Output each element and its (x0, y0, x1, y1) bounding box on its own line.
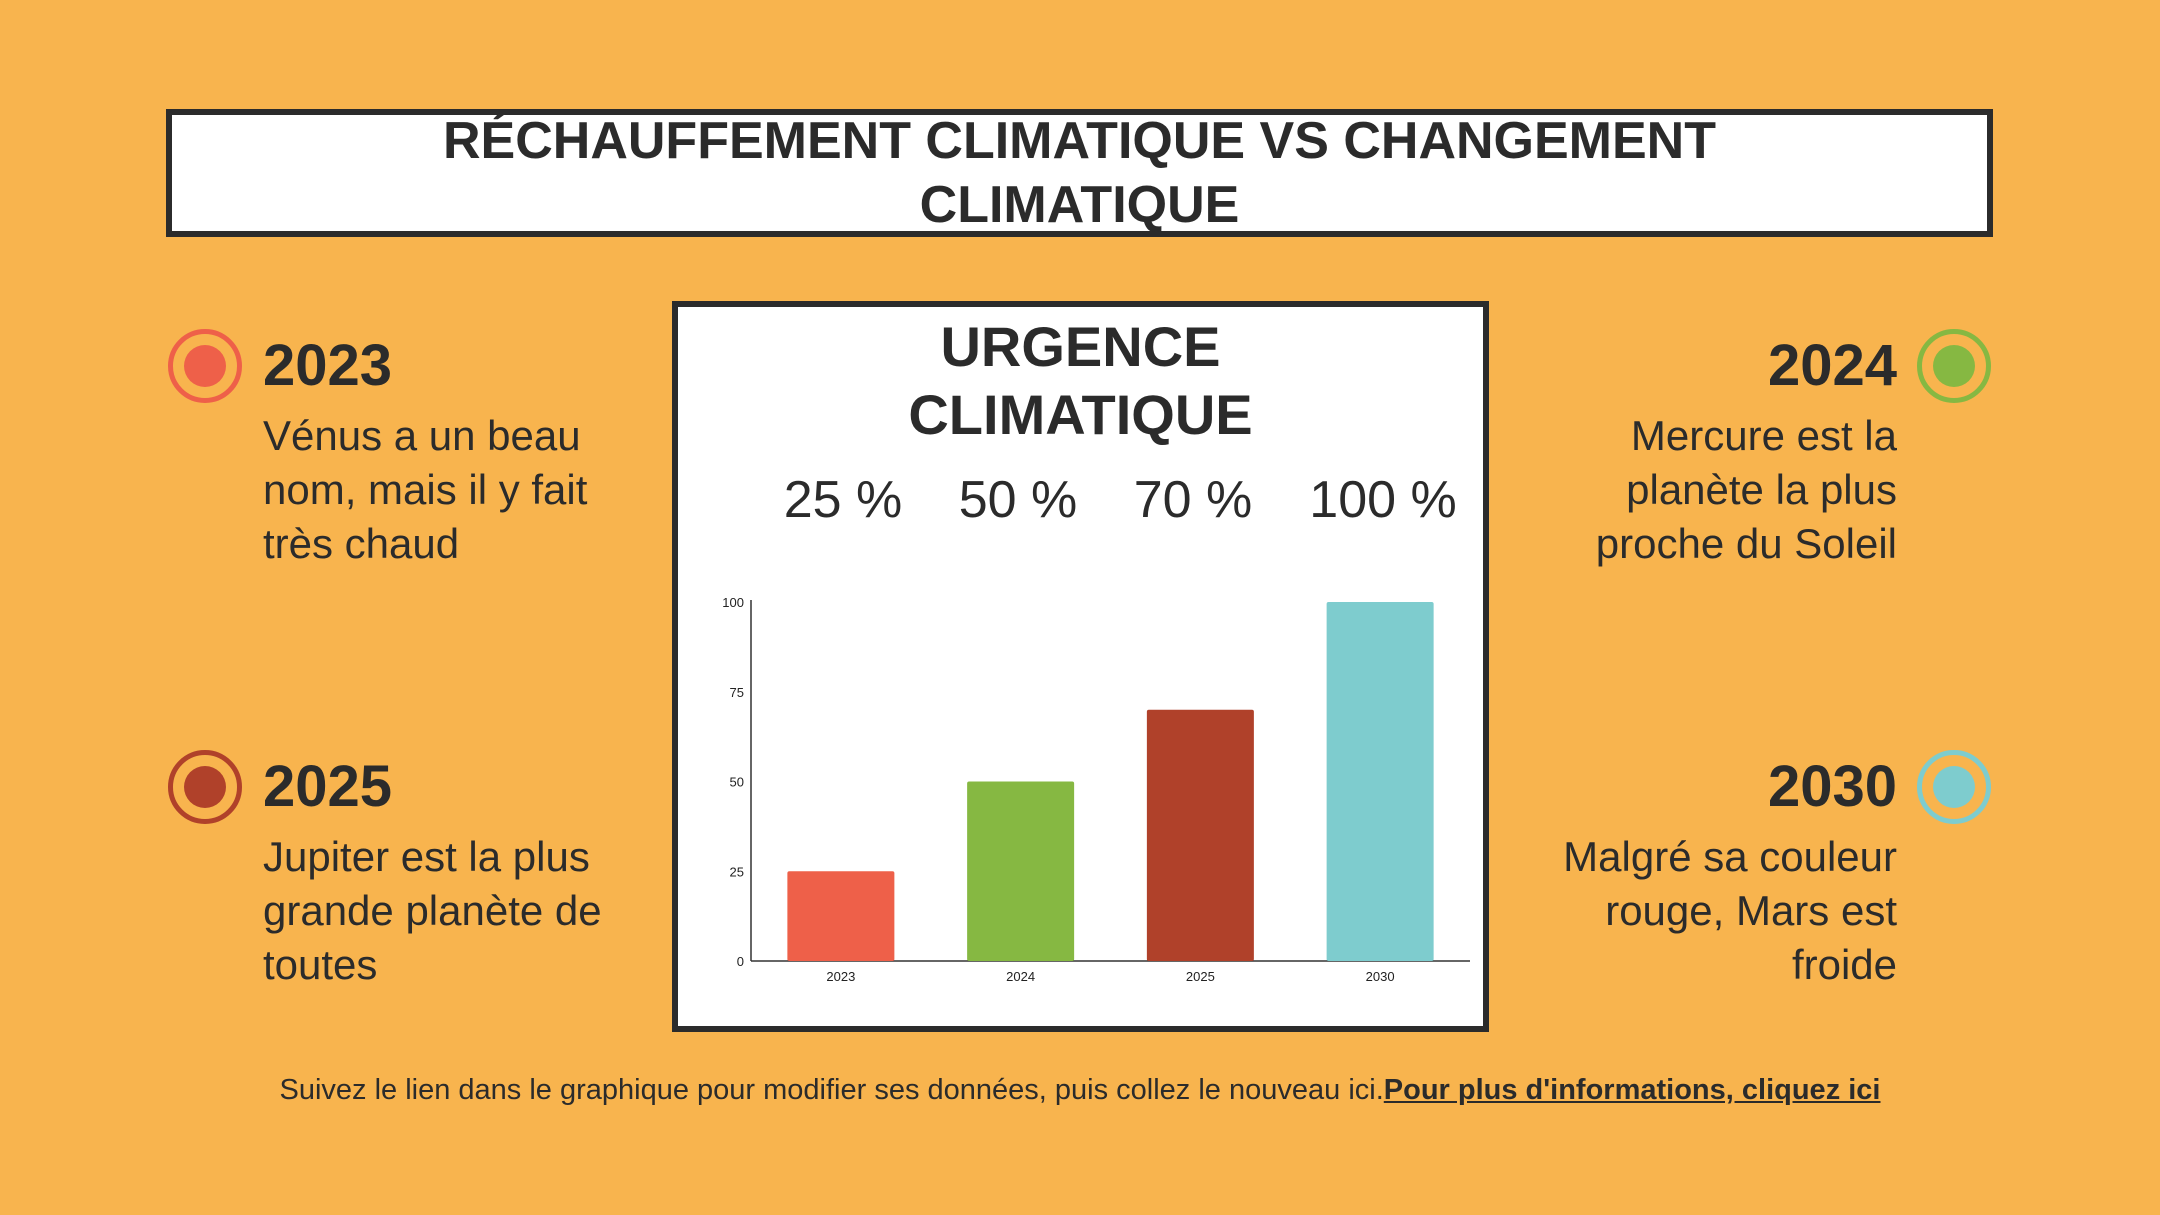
milestone-2025-dot-icon (168, 750, 242, 824)
percent-label: 70 % (1133, 471, 1253, 529)
y-tick-label: 50 (730, 775, 744, 790)
percent-label: 50 % (958, 471, 1078, 529)
footer-text: Suivez le lien dans le graphique pour mo… (279, 1074, 1384, 1106)
bar (967, 781, 1075, 961)
milestone-text: Jupiter est la plus grande planète de to… (263, 833, 602, 988)
milestone-2023: 2023 Vénus a un beau nom, mais il y fait… (263, 331, 723, 571)
y-tick-label: 0 (737, 954, 744, 969)
milestone-text: Mercure est la planète la plus proche du… (1595, 412, 1897, 567)
milestone-text: Vénus a un beau nom, mais il y fait très… (263, 412, 588, 567)
chart-title: URGENCE CLIMATIQUE (908, 315, 1253, 446)
milestone-2024: 2024 Mercure est la planète la plus proc… (1437, 331, 1897, 571)
milestone-year: 2025 (263, 754, 393, 819)
x-tick-label: 2024 (1006, 969, 1035, 984)
bar (787, 871, 895, 961)
milestone-year: 2023 (263, 333, 393, 398)
bar-chart: 0 25 50 75 100 2023 2024 2025 2030 (722, 595, 1470, 984)
percent-label: 100 % (1309, 471, 1457, 529)
milestone-year: 2030 (1767, 754, 1897, 819)
percent-labels-row: 25 % 50 % 70 % 100 % (678, 470, 1483, 530)
x-tick-label: 2025 (1186, 969, 1215, 984)
milestone-2024-dot-icon (1917, 329, 1991, 403)
y-tick-label: 25 (730, 864, 744, 879)
x-tick-label: 2030 (1366, 969, 1395, 984)
y-tick-label: 100 (722, 595, 744, 610)
milestone-2030: 2030 Malgré sa couleur rouge, Mars est f… (1437, 752, 1897, 992)
title-box: RÉCHAUFFEMENT CLIMATIQUE VS CHANGEMENT C… (166, 109, 1993, 237)
milestone-2023-dot-icon (168, 329, 242, 403)
percent-label: 25 % (783, 471, 903, 529)
chart-panel[interactable]: URGENCE CLIMATIQUE 25 % 50 % 70 % 100 % … (672, 301, 1489, 1032)
more-info-link[interactable]: Pour plus d'informations, cliquez ici (1383, 1074, 1881, 1106)
milestone-text: Malgré sa couleur rouge, Mars est froide (1563, 833, 1897, 988)
page-title: RÉCHAUFFEMENT CLIMATIQUE VS CHANGEMENT C… (442, 112, 1716, 234)
bar (1326, 602, 1434, 961)
milestone-2025: 2025 Jupiter est la plus grande planète … (263, 752, 723, 992)
milestone-year: 2024 (1767, 333, 1897, 398)
x-tick-label: 2023 (826, 969, 855, 984)
footer: Suivez le lien dans le graphique pour mo… (0, 1072, 2160, 1108)
milestone-2030-dot-icon (1917, 750, 1991, 824)
y-tick-label: 75 (730, 685, 744, 700)
bar (1146, 709, 1254, 961)
